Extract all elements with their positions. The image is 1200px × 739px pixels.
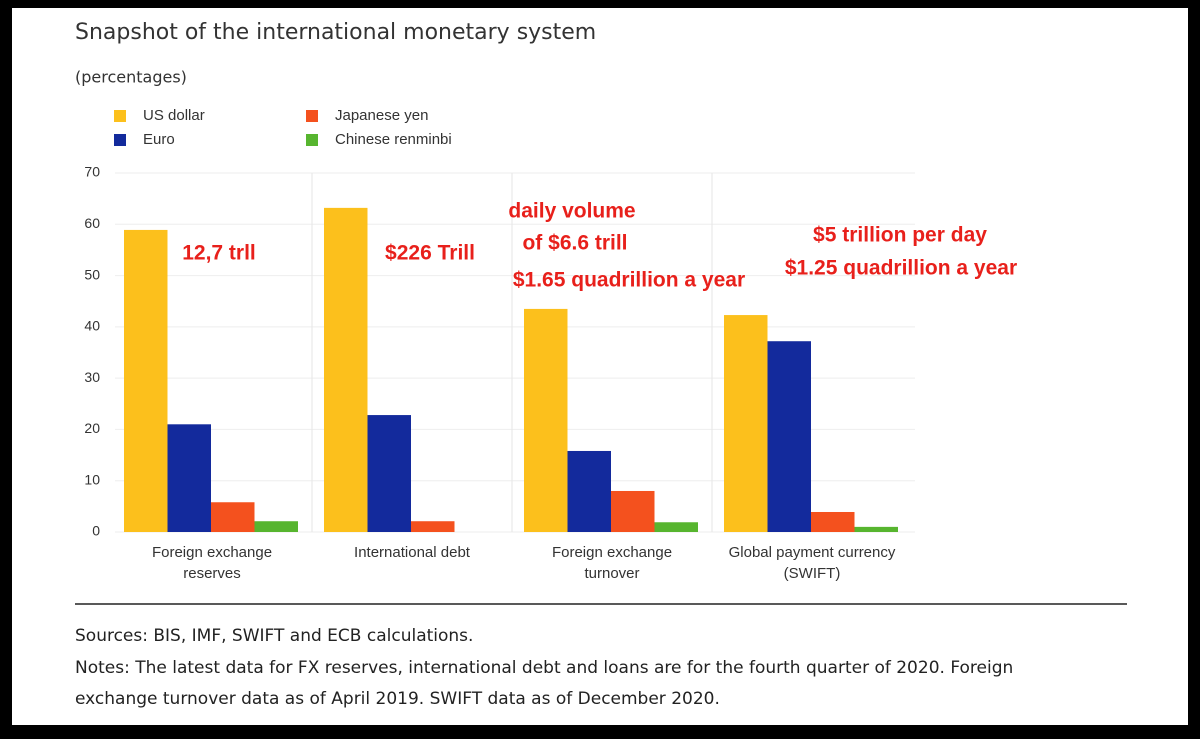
x-tick-label: International debt xyxy=(354,544,471,561)
annotation: $1.25 quadrillion a year xyxy=(785,257,1017,280)
x-tick-label: Global payment currency xyxy=(729,544,896,561)
bar xyxy=(567,450,611,532)
bar xyxy=(324,207,368,533)
legend-label: Chinese renminbi xyxy=(335,131,452,148)
y-tick-label: 50 xyxy=(84,266,100,282)
bar xyxy=(124,229,168,533)
sources: Sources: BIS, IMF, SWIFT and ECB calcula… xyxy=(75,626,473,646)
bar xyxy=(767,341,811,532)
y-tick-label: 70 xyxy=(84,164,100,180)
bar xyxy=(367,415,411,532)
annotation: $1.65 quadrillion a year xyxy=(513,269,745,292)
bar xyxy=(854,526,898,532)
y-tick-label: 0 xyxy=(92,523,100,539)
bar xyxy=(611,490,655,532)
y-tick-label: 20 xyxy=(84,420,100,436)
x-tick-label: turnover xyxy=(584,565,639,582)
notes-line: Notes: The latest data for FX reserves, … xyxy=(75,658,1013,678)
legend-swatch xyxy=(306,134,318,146)
annotation: 12,7 trll xyxy=(182,242,256,265)
chart-title: Snapshot of the international monetary s… xyxy=(75,20,596,45)
bar xyxy=(724,315,768,532)
legend-label: Japanese yen xyxy=(335,107,428,124)
bar xyxy=(524,308,568,532)
bar xyxy=(654,522,698,532)
annotation: $5 trillion per day xyxy=(813,224,987,247)
legend-swatch xyxy=(114,134,126,146)
x-tick-label: Foreign exchange xyxy=(152,544,272,561)
bar xyxy=(254,521,298,532)
bar xyxy=(167,424,211,532)
annotation: of $6.6 trill xyxy=(522,232,627,255)
annotation: daily volume xyxy=(508,200,635,223)
x-tick-label: reserves xyxy=(183,565,241,582)
bar xyxy=(811,511,855,532)
chart-subtitle: (percentages) xyxy=(75,68,187,87)
y-tick-label: 60 xyxy=(84,215,100,231)
x-tick-label: Foreign exchange xyxy=(552,544,672,561)
legend-label: US dollar xyxy=(143,107,205,124)
x-tick-label: (SWIFT) xyxy=(784,565,841,582)
y-tick-label: 10 xyxy=(84,471,100,487)
bar xyxy=(211,502,255,532)
y-tick-label: 30 xyxy=(84,369,100,385)
notes-line: exchange turnover data as of April 2019.… xyxy=(75,689,720,709)
panel xyxy=(12,8,1188,725)
bar xyxy=(411,521,455,532)
annotation: $226 Trill xyxy=(385,242,475,265)
legend-swatch xyxy=(306,110,318,122)
y-tick-label: 40 xyxy=(84,318,100,334)
legend-label: Euro xyxy=(143,131,175,148)
legend-swatch xyxy=(114,110,126,122)
